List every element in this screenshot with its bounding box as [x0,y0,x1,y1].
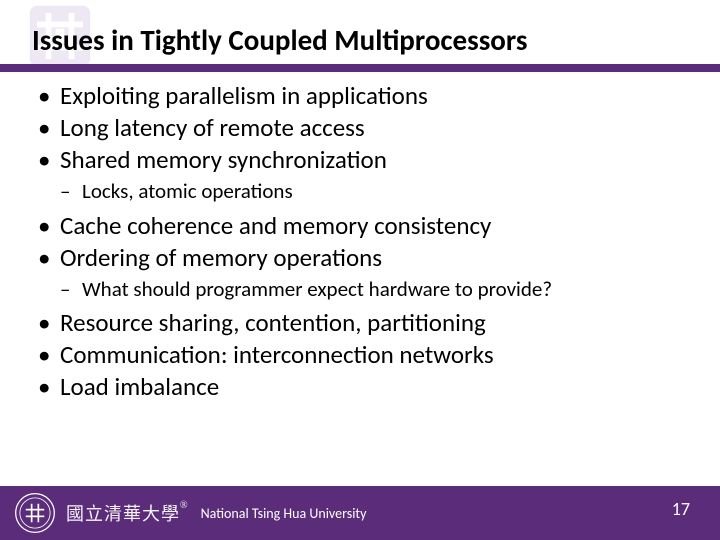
slide-title: Issues in Tightly Coupled Multiprocessor… [32,22,688,58]
bullet-text: Communication: interconnection networks [60,339,494,370]
sub-bullet-text: What should programmer expect hardware t… [82,276,552,302]
bullet-text: Load imbalance [60,371,219,402]
sub-bullet-item: Locks, atomic operations [60,178,684,206]
bullet-item: Communication: interconnection networks [36,339,684,371]
page-number: 17 [672,498,690,520]
bullet-text: Shared memory synchronization [60,144,387,175]
bullet-item: Ordering of memory operations What shoul… [36,242,684,304]
sub-bullet-item: What should programmer expect hardware t… [60,276,684,304]
sub-bullet-list: What should programmer expect hardware t… [60,276,684,304]
sub-bullet-text: Locks, atomic operations [82,178,293,204]
slide-content: Exploiting parallelism in applications L… [36,80,684,403]
title-underline [0,64,720,72]
university-name: National Tsing Hua University [201,505,367,522]
university-calligraphy: 國立清華大學® [66,500,189,526]
slide: Issues in Tightly Coupled Multiprocessor… [0,0,720,540]
bullet-item: Exploiting parallelism in applications [36,80,684,112]
bullet-item: Long latency of remote access [36,112,684,144]
bullet-item: Cache coherence and memory consistency [36,210,684,242]
bullet-text: Cache coherence and memory consistency [60,210,491,241]
sub-bullet-list: Locks, atomic operations [60,178,684,206]
bullet-item: Resource sharing, contention, partitioni… [36,307,684,339]
bullet-text: Resource sharing, contention, partitioni… [60,307,486,338]
bullet-text: Long latency of remote access [60,112,365,143]
bullet-list: Exploiting parallelism in applications L… [36,80,684,403]
bullet-item: Load imbalance [36,371,684,403]
bullet-item: Shared memory synchronization Locks, ato… [36,144,684,206]
bullet-text: Exploiting parallelism in applications [60,80,428,111]
bullet-text: Ordering of memory operations [60,242,382,273]
university-seal-icon [14,492,56,534]
footer-bar: 國立清華大學® National Tsing Hua University 17 [0,486,720,540]
